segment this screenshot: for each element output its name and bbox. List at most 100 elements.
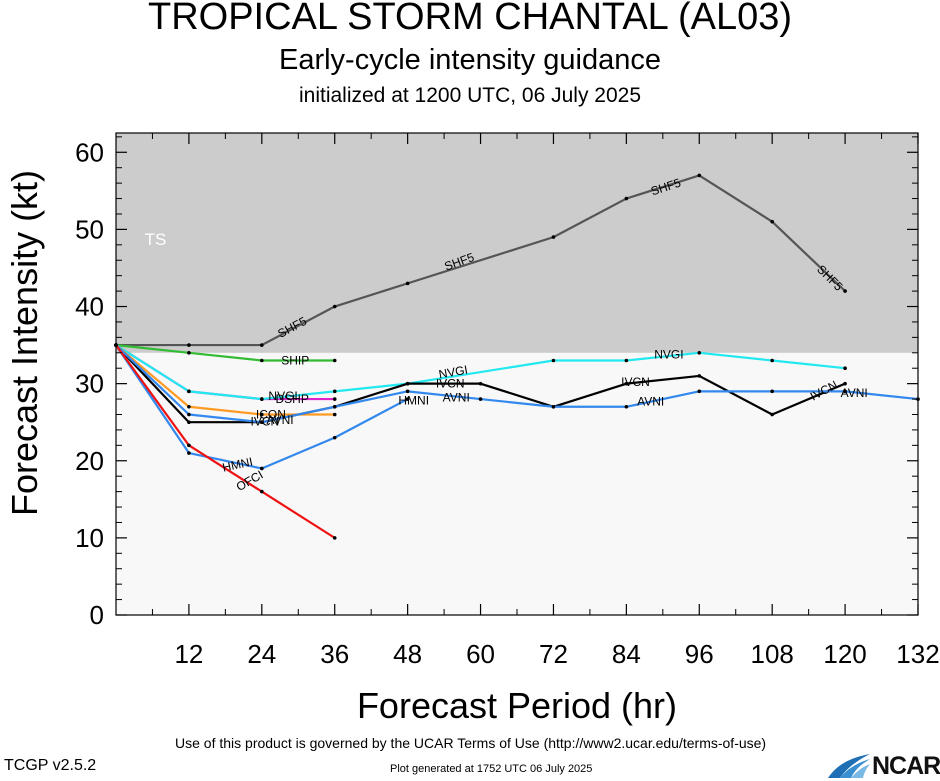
series-avni [114,343,920,425]
y-tick-label: 40 [75,292,104,322]
data-point [187,350,191,355]
series-line [115,344,846,401]
y-tick-label: 0 [90,600,104,630]
y-tick-label: 10 [75,523,104,553]
data-point [551,235,556,239]
series-label: IVCN [251,414,280,428]
data-point [697,173,702,178]
band-label-ts: TS [145,230,167,249]
ncar-logo-text: NCAR [872,752,940,780]
generated-timestamp: Plot generated at 1752 UTC 06 July 2025 [390,763,593,775]
data-point [770,358,774,363]
data-point [478,381,483,386]
data-point [332,304,337,309]
data-point [624,358,629,363]
data-point [332,404,337,409]
data-point [332,397,337,401]
y-tick-label: 20 [75,446,104,476]
data-point [843,289,847,293]
data-point [770,412,774,417]
series-label: AVNI [443,391,470,405]
data-point [187,343,191,347]
x-tick-label: 48 [393,639,422,669]
series-label: IVCN [436,377,465,391]
x-tick-label: 132 [896,639,939,669]
data-point [405,281,410,286]
data-point [260,420,264,425]
data-point [332,536,337,540]
y-tick-label: 30 [75,369,104,399]
version-label: TCGP v2.5.2 [4,757,97,774]
data-point [624,196,629,201]
data-point [260,412,264,417]
data-point [697,374,702,378]
series-label: NVGI [268,389,297,403]
data-point [770,219,774,224]
data-point [187,404,191,409]
data-point [187,420,191,425]
data-point [843,381,847,386]
x-tick-label: 36 [320,639,349,669]
data-point [697,350,702,355]
series-label: NVGI [438,363,469,382]
series-label: AVNI [266,413,293,427]
series-label: AVNI [637,394,664,408]
series-label: ICON [256,407,286,421]
ncar-logo-icon [828,754,870,778]
data-point [260,397,264,401]
x-tick-label: 108 [750,639,793,669]
y-tick-label: 60 [75,137,104,167]
terms-of-use-note: Use of this product is governed by the U… [175,735,767,751]
y-axis-label: Forecast Intensity (kt) [4,170,45,516]
data-point [260,466,264,471]
data-point [624,381,629,386]
series-line [115,344,336,539]
series-label: NVGI [654,347,683,361]
data-point [551,358,556,363]
x-tick-label: 120 [823,639,866,669]
data-point [843,389,847,394]
data-point [478,397,483,401]
series-label: AVNI [841,386,868,400]
data-point [187,443,191,448]
x-axis-label: Forecast Period (hr) [357,685,677,726]
data-point [332,435,337,440]
series-label: HMNI [221,455,254,475]
series-line [116,174,846,347]
x-tick-label: 84 [612,639,641,669]
series-line [115,343,335,362]
x-tick-label: 96 [685,639,714,669]
x-tick-label: 24 [247,639,276,669]
ts-intensity-band [116,133,918,353]
data-point [187,389,191,394]
x-tick-label: 12 [174,639,203,669]
chart-title: TROPICAL STORM CHANTAL (AL03) [147,0,792,38]
data-point [551,404,556,409]
initialization-time: initialized at 1200 UTC, 06 July 2025 [298,84,642,107]
data-point [770,389,774,394]
data-point [260,489,264,494]
chart-subtitle: Early-cycle intensity guidance [278,44,661,76]
series-label: DSHP [276,392,309,406]
x-tick-label: 60 [466,639,495,669]
series-label: IVCN [621,375,650,389]
data-point [332,389,337,394]
data-point [843,366,847,371]
data-point [405,389,410,394]
x-tick-label: 72 [539,639,568,669]
data-point [187,412,191,417]
data-point [697,389,702,394]
y-tick-label: 50 [75,214,104,244]
series-label: HMNI [398,394,429,408]
data-point [332,358,337,363]
series-label: SHIP [281,354,309,368]
data-point [260,358,264,363]
data-point [260,343,264,347]
data-point [332,412,337,417]
data-point [405,381,410,386]
series-line [115,344,919,424]
data-point [187,451,191,455]
data-point [624,404,629,409]
data-point [405,397,410,401]
